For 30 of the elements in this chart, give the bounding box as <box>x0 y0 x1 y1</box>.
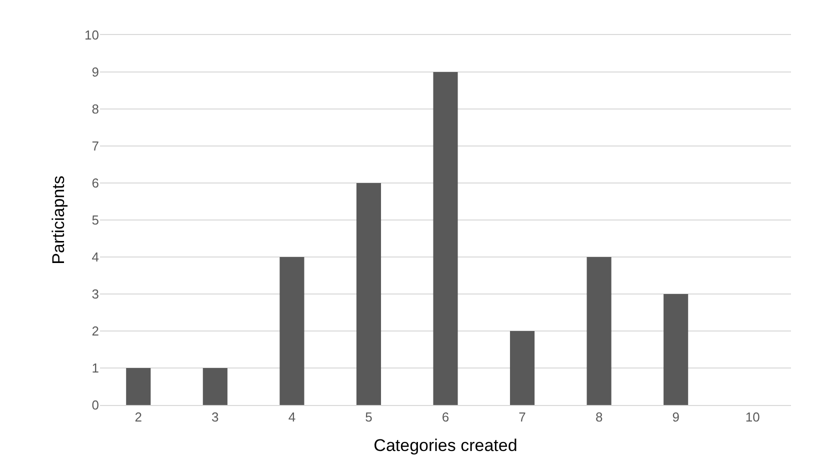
bar <box>433 72 458 405</box>
x-tick-label: 5 <box>365 410 372 425</box>
y-tick-label: 10 <box>84 28 99 43</box>
y-tick-label: 1 <box>92 360 99 376</box>
bar <box>510 331 535 405</box>
y-tick-label: 7 <box>92 138 99 154</box>
bar <box>126 368 151 405</box>
x-tick-label: 9 <box>672 410 680 425</box>
y-tick-label: 9 <box>92 64 99 80</box>
x-tick-label: 6 <box>442 410 450 425</box>
bar <box>356 183 382 405</box>
x-tick-label: 3 <box>212 410 219 425</box>
x-tick-label: 4 <box>288 410 296 425</box>
bar <box>202 368 228 405</box>
y-tick-label: 8 <box>92 102 99 117</box>
bar <box>664 294 688 405</box>
y-tick-label: 6 <box>92 176 99 191</box>
x-axis-title: Categories created <box>374 436 518 455</box>
x-tick-label: 10 <box>745 410 760 425</box>
bar <box>586 257 612 405</box>
y-tick-label: 2 <box>92 324 99 339</box>
x-tick-label: 7 <box>518 410 526 425</box>
y-tick-label: 3 <box>92 286 99 302</box>
x-tick-label: 8 <box>595 410 603 425</box>
y-tick-label: 0 <box>92 398 99 413</box>
y-axis-title: Particiapnts <box>49 176 68 264</box>
y-tick-label: 5 <box>92 212 99 228</box>
x-tick-label: 2 <box>134 410 142 425</box>
bar <box>280 257 304 405</box>
y-tick-label: 4 <box>92 250 99 265</box>
